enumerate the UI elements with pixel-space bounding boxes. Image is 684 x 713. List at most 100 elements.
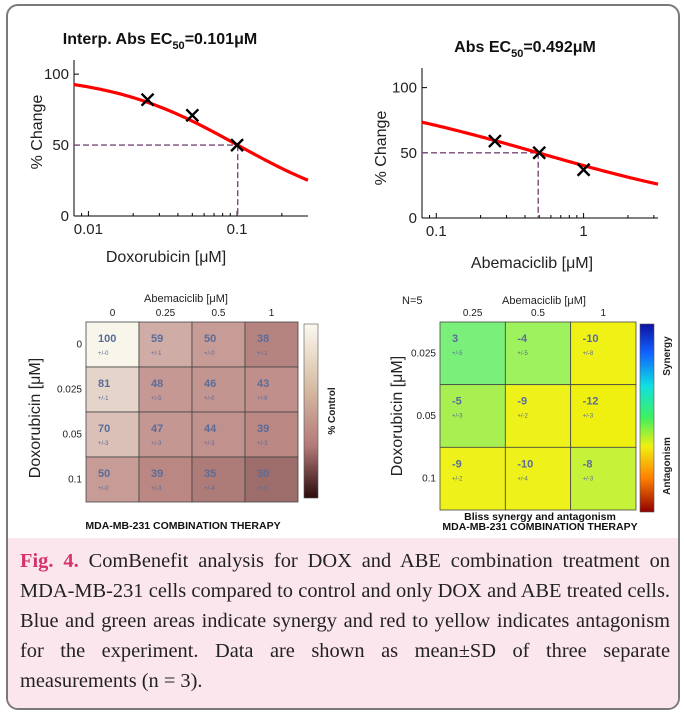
hm1-cell-value: 43 [257, 378, 269, 390]
hm2-cell [570, 446, 637, 511]
hm1-colorbar-label: % Control [327, 387, 338, 434]
hm2-cell-sd: +/-8 [583, 351, 594, 357]
hm1-cell [244, 456, 299, 503]
hm1-cell-sd: +/-3 [257, 441, 268, 447]
hm2-cell-value: 3 [452, 333, 458, 345]
hm2-cell-sd: +/-2 [452, 476, 463, 482]
hm2-cell-sd: +/-5 [517, 351, 528, 357]
bliss-heatmap: N=5 Abemaciclib [μM] Doxorubicin [μM] 3 +… [389, 295, 673, 533]
hm2-cell [504, 384, 572, 448]
hm1-cell-sd: +/-8 [257, 396, 268, 402]
hm2-x-category: 0.25 [463, 308, 483, 319]
hm2-cell-sd: +/-4 [517, 476, 528, 482]
hm2-colorbar-top-label: Synergy [662, 336, 673, 376]
hm1-cell-sd: +/-3 [204, 441, 215, 447]
hm1-cell-sd: +/-0 [98, 351, 109, 357]
hm1-colorbar [303, 323, 319, 499]
hm1-cell [191, 321, 246, 368]
hm1-cell [191, 366, 246, 413]
hm1-cell-value: 47 [151, 423, 163, 435]
dox-y-tick-label: 100 [44, 66, 69, 83]
dox-y-tick-label: 50 [52, 137, 69, 154]
abe-y-tick-label: 50 [400, 145, 417, 162]
hm1-cell [138, 456, 193, 503]
abe-y-axis-label: % Change [373, 111, 390, 186]
hm2-subtitle: Bliss synergy and antagonism [464, 511, 616, 523]
hm2-x-category: 0.5 [531, 308, 545, 319]
hm1-y-category: 0.1 [68, 475, 82, 486]
hm2-y-category: 0.05 [417, 411, 437, 422]
abe-x-tick-label: 1 [579, 223, 587, 240]
hm1-cell-value: 50 [98, 468, 110, 480]
hm1-x-category: 1 [269, 308, 275, 319]
dox-y-tick-label: 0 [61, 208, 69, 225]
hm1-x-category: 0 [110, 308, 116, 319]
hm2-cell [439, 321, 506, 386]
hm1-cell-sd: +/-1 [151, 351, 162, 357]
hm1-cell-sd: +/-0 [204, 351, 215, 357]
hm1-cell-sd: +/-0 [98, 486, 109, 492]
hm1-y-title: Doxorubicin [μM] [27, 358, 44, 478]
hm2-cell [570, 321, 637, 386]
hm2-cell-sd: +/-3 [583, 414, 594, 420]
hm1-cell-value: 100 [98, 333, 116, 345]
hm1-cell [244, 411, 299, 458]
hm1-cell-sd: +/-0 [204, 396, 215, 402]
hm1-cell [85, 411, 140, 458]
hm1-cell [244, 366, 299, 413]
hm1-x-category: 0.5 [212, 308, 226, 319]
hm2-cell [504, 446, 572, 511]
dox-marks [73, 83, 309, 216]
hm1-cell-sd: +/-3 [98, 441, 109, 447]
abe-y-tick-label: 100 [392, 80, 417, 97]
control-heatmap: Abemaciclib [μM] Doxorubicin [μM] 100+/-… [27, 293, 338, 532]
hm1-cell [138, 411, 193, 458]
hm2-x-title: Abemaciclib [μM] [502, 295, 586, 307]
abe-data-point [488, 134, 502, 148]
hm2-cells: 3 +/-5 -4 +/-5 -10 +/-8 -5 +/-3 -9 +/-2 -12 +/-3 -9 +… [411, 308, 637, 511]
abe-y-tick-label: 0 [409, 210, 417, 227]
hm2-x-category: 1 [601, 308, 607, 319]
hm1-cell [191, 411, 246, 458]
hm1-cell-sd: +/-3 [151, 441, 162, 447]
abe-data-point [532, 145, 547, 160]
hm1-cell [85, 366, 140, 413]
hm2-cell [439, 446, 506, 511]
abe-dose-response-chart: Abs EC50=0.492μM Abemaciclib [μM] % Chan… [373, 39, 659, 272]
figure-canvas: Interp. Abs EC50=0.101μM Doxorubicin [μM… [27, 31, 673, 533]
hm2-cell-value: -10 [517, 458, 533, 470]
caption-text: ComBenefit analysis for DOX and ABE comb… [20, 550, 670, 692]
hm1-cell-value: 35 [204, 468, 216, 480]
hm1-cell-sd: +/-3 [151, 486, 162, 492]
hm2-cell-value: -5 [452, 396, 462, 408]
dox-axes: 0 50 100 0.01 0.1 [44, 60, 308, 238]
hm2-cell-sd: +/-3 [583, 476, 594, 482]
dox-y-axis-label: % Change [29, 95, 46, 170]
hm2-cell-sd: +/-2 [517, 414, 528, 420]
hm1-cell [138, 366, 193, 413]
hm2-colorbar-bottom-label: Antagonism [662, 437, 673, 495]
abe-x-axis-label: Abemaciclib [μM] [471, 255, 593, 272]
caption-background [8, 538, 678, 708]
hm1-cell-value: 48 [151, 378, 163, 390]
hm1-y-category: 0 [76, 340, 82, 351]
hm2-footer: MDA-MB-231 COMBINATION THERAPY [442, 521, 637, 533]
abe-x-tick-label: 0.1 [426, 223, 447, 240]
figure-frame: Interp. Abs EC50=0.101μM Doxorubicin [μM… [6, 4, 680, 710]
dox-dose-response-chart: Interp. Abs EC50=0.101μM Doxorubicin [μM… [29, 31, 309, 266]
hm1-y-category: 0.025 [57, 385, 82, 396]
hm2-cell-value: -9 [517, 396, 527, 408]
hm2-cell-value: -12 [583, 396, 599, 408]
hm1-cell [191, 456, 246, 503]
dox-x-tick-label: 0.01 [74, 221, 103, 238]
abe-chart-title: Abs EC50=0.492μM [454, 39, 596, 60]
dox-data-point [140, 92, 155, 107]
dox-fit-curve [73, 83, 309, 182]
hm1-cell [85, 456, 140, 503]
hm2-cell-sd: +/-5 [452, 351, 463, 357]
hm1-cell-sd: +/-5 [257, 486, 268, 492]
hm1-cell-sd: +/-5 [151, 396, 162, 402]
hm1-cell-value: 38 [257, 333, 269, 345]
dox-data-point [185, 108, 200, 123]
hm1-cell [138, 321, 193, 368]
